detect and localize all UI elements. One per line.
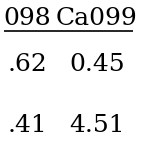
Text: 4.51: 4.51 — [69, 114, 125, 137]
Text: Ca099: Ca099 — [56, 7, 138, 30]
Text: 0.45: 0.45 — [69, 53, 125, 76]
Text: .41: .41 — [7, 114, 47, 137]
Text: 098: 098 — [3, 7, 51, 30]
Text: .62: .62 — [7, 53, 47, 76]
